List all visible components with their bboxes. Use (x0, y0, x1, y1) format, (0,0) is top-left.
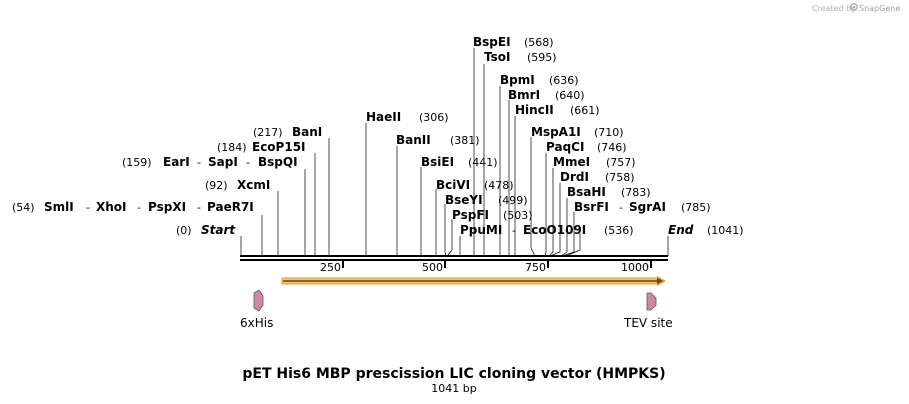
pos-label: (661) (570, 104, 600, 117)
enzyme-label: HaeII (366, 110, 401, 124)
pos-label: (159) (122, 156, 152, 169)
enzyme-labels: (0) Start (54) SmlI - XhoI - PspXI - Pae… (12, 35, 744, 237)
tick-label: 1000 (621, 261, 649, 274)
pos-label: (499) (498, 194, 528, 207)
pos-label: (783) (621, 186, 651, 199)
feature-tev-site[interactable]: TEV site (623, 292, 673, 330)
pos-label: (1041) (707, 224, 744, 237)
enzyme-label: DrdI (560, 170, 589, 184)
snapgene-brand: SnapGene (859, 4, 900, 13)
map-length: 1041 bp (431, 382, 476, 395)
enzyme-label: EcoP15I (252, 140, 306, 154)
enzyme-label: BsiEI (421, 155, 454, 169)
enzyme-label: HincII (515, 103, 554, 117)
enzyme-label: EarI (163, 155, 190, 169)
tick-label: 250 (320, 261, 341, 274)
site-connectors (240, 48, 669, 257)
enzyme-label: MspA1I (531, 125, 581, 139)
enzyme-label: SmlI (44, 200, 74, 214)
feature-label: TEV site (623, 316, 673, 330)
created-by-label: Created by (812, 4, 856, 13)
enzyme-label: PaqCI (546, 140, 584, 154)
site-label-end: End (668, 223, 694, 237)
enzyme-label: BspQI (258, 155, 298, 169)
enzyme-label: SgrAI (629, 200, 666, 214)
pos-label: (757) (606, 156, 636, 169)
enzyme-label: BanII (396, 133, 431, 147)
separator: - (86, 201, 90, 214)
enzyme-label: BseYI (445, 193, 483, 207)
map-title: pET His6 MBP prescission LIC cloning vec… (242, 366, 665, 382)
separator: - (512, 224, 516, 237)
pos-label: (568) (524, 36, 554, 49)
pos-label: (758) (605, 171, 635, 184)
feature-label: 6xHis (240, 316, 273, 330)
pos-label: (381) (450, 134, 480, 147)
pos-label: (503) (503, 209, 533, 222)
pos-label: (441) (468, 156, 498, 169)
pos-label: (785) (681, 201, 711, 214)
enzyme-label: XcmI (237, 178, 270, 192)
enzyme-label: SapI (208, 155, 238, 169)
site-label-start: Start (201, 223, 236, 237)
pos-label: (184) (217, 141, 247, 154)
backbone (240, 255, 668, 261)
pos-label: (0) (176, 224, 192, 237)
feature-6xhis[interactable]: 6xHis (240, 289, 273, 330)
enzyme-label: BpmI (500, 73, 535, 87)
enzyme-label: BciVI (436, 178, 470, 192)
pos-label: (746) (597, 141, 627, 154)
pos-label: (710) (594, 126, 624, 139)
enzyme-label: TsoI (484, 50, 510, 64)
pos-label: (636) (549, 74, 579, 87)
pos-label: (306) (419, 111, 449, 124)
scale-ticks: 250 500 750 1000 (320, 261, 652, 274)
pos-label: (640) (555, 89, 585, 102)
enzyme-label: PspFI (452, 208, 489, 222)
enzyme-label: XhoI (96, 200, 127, 214)
tick-label: 500 (422, 261, 443, 274)
orf-arrow-mbp[interactable] (281, 276, 666, 286)
enzyme-label: PspXI (148, 200, 186, 214)
separator: - (137, 201, 141, 214)
pos-label: (54) (12, 201, 35, 214)
enzyme-label: BsrFI (574, 200, 609, 214)
separator: - (197, 201, 201, 214)
snapgene-logo-icon (850, 3, 858, 11)
pos-label: (478) (484, 179, 514, 192)
enzyme-label: BsaHI (567, 185, 606, 199)
enzyme-label: EcoO109I (523, 223, 586, 237)
enzyme-label: PaeR7I (207, 200, 254, 214)
enzyme-label: BspEI (473, 35, 511, 49)
tick-label: 750 (525, 261, 546, 274)
enzyme-label: BmrI (508, 88, 540, 102)
pos-label: (217) (253, 126, 283, 139)
pos-label: (92) (205, 179, 228, 192)
enzyme-label: PpuMI (460, 223, 502, 237)
separator: - (619, 201, 623, 214)
separator: - (246, 156, 250, 169)
pos-label: (595) (527, 51, 557, 64)
enzyme-label: MmeI (553, 155, 590, 169)
enzyme-label: BanI (292, 125, 322, 139)
separator: - (197, 156, 201, 169)
pos-label: (536) (604, 224, 634, 237)
